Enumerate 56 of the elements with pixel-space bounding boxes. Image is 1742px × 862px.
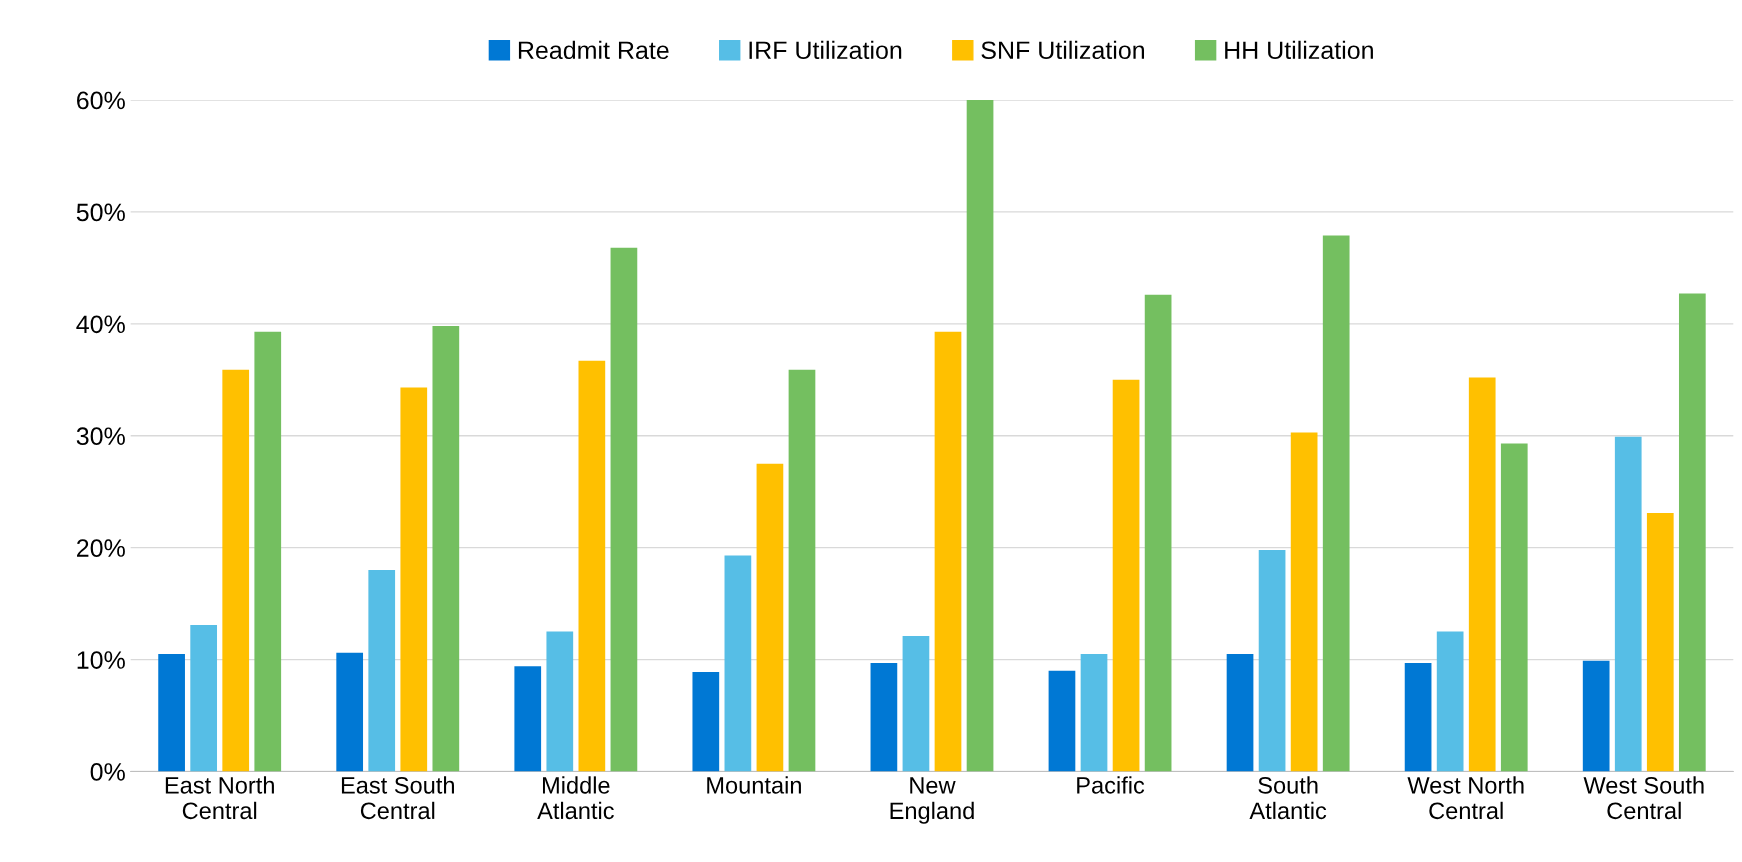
bar — [1404, 662, 1432, 772]
x-tick-label: East North Central — [165, 776, 274, 820]
bar — [1144, 294, 1172, 772]
bar — [966, 99, 994, 772]
bar — [1500, 443, 1528, 772]
y-tick-label: 60% — [77, 91, 125, 110]
bar — [1322, 235, 1350, 772]
bar — [756, 463, 784, 772]
legend-label: SNF Utilization — [981, 40, 1145, 60]
bar — [1614, 436, 1642, 772]
bar — [400, 387, 428, 772]
x-tick-label: Middle Atlantic — [537, 776, 614, 820]
x-tick-label: Mountain — [707, 776, 801, 794]
bar — [692, 671, 720, 772]
bar — [222, 369, 250, 772]
bar — [870, 662, 898, 772]
legend-label: IRF Utilization — [749, 40, 902, 60]
x-tick-label: South Atlantic — [1249, 776, 1327, 820]
bar — [190, 624, 218, 772]
bar — [1080, 653, 1108, 772]
bar — [1436, 631, 1464, 772]
y-tick-label: 20% — [77, 539, 125, 557]
y-tick-label: 10% — [77, 651, 125, 669]
bar — [1468, 377, 1496, 772]
bar — [578, 360, 606, 772]
bar — [368, 570, 396, 772]
x-tick-label: Pacific — [1077, 776, 1145, 794]
x-tick-label: West North Central — [1407, 776, 1524, 820]
bar — [902, 636, 930, 772]
y-tick-label: 50% — [76, 203, 125, 222]
bar — [514, 666, 542, 772]
bar — [432, 326, 460, 772]
y-tick-label: 40% — [76, 315, 125, 334]
y-tick-label: 30% — [76, 427, 125, 446]
bar — [546, 631, 574, 772]
bar — [1678, 293, 1706, 772]
bar — [788, 369, 816, 772]
x-tick-label: West South Central — [1583, 776, 1704, 820]
bar — [1226, 653, 1254, 772]
legend-label: Readmit Rate — [518, 40, 669, 60]
bar — [1290, 432, 1318, 772]
bar — [610, 247, 638, 772]
bar — [1646, 512, 1674, 772]
bar — [1582, 660, 1610, 772]
bar — [1048, 670, 1076, 772]
bar — [724, 555, 752, 772]
bar — [1112, 379, 1140, 772]
bar — [934, 331, 962, 772]
bar — [158, 653, 185, 772]
x-tick-label: New England — [890, 777, 974, 824]
bar — [254, 331, 282, 772]
x-tick-label: East South Central — [341, 776, 454, 820]
legend-label: HH Utilization — [1225, 40, 1373, 60]
y-tick-label: 0% — [90, 763, 125, 781]
bar — [1258, 549, 1286, 772]
bar — [336, 652, 364, 772]
